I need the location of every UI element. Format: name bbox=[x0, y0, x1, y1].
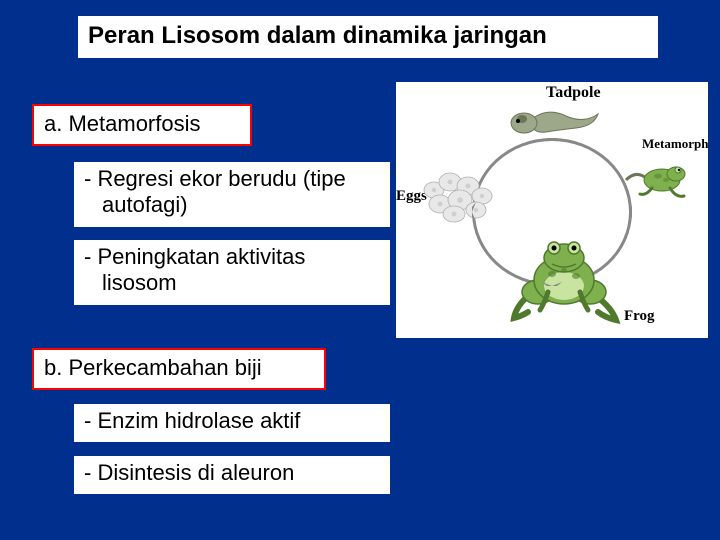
bullet-a2-line2: lisosom bbox=[84, 270, 380, 296]
bullet-a1-line1: - Regresi ekor berudu (tipe bbox=[84, 166, 346, 191]
metamorph-icon bbox=[622, 154, 698, 204]
bullet-a1: - Regresi ekor berudu (tipe autofagi) bbox=[74, 162, 390, 227]
section-b-heading: b. Perkecambahan biji bbox=[32, 348, 326, 390]
label-tadpole: Tadpole bbox=[546, 84, 601, 102]
bullet-a2: - Peningkatan aktivitas lisosom bbox=[74, 240, 390, 305]
bullet-a2-line1: - Peningkatan aktivitas bbox=[84, 244, 305, 269]
slide: Peran Lisosom dalam dinamika jaringan a.… bbox=[0, 0, 720, 540]
cycle-arrows-icon bbox=[472, 138, 632, 286]
bullet-a1-line2: autofagi) bbox=[84, 192, 380, 218]
lifecycle-diagram: Tadpole Metamorph Eggs Frog bbox=[396, 82, 708, 338]
section-a-heading: a. Metamorfosis bbox=[32, 104, 252, 146]
label-metamorph: Metamorph bbox=[642, 136, 708, 152]
bullet-b2: - Disintesis di aleuron bbox=[74, 456, 390, 494]
label-frog: Frog bbox=[624, 308, 655, 325]
slide-title: Peran Lisosom dalam dinamika jaringan bbox=[78, 16, 658, 58]
bullet-b1: - Enzim hidrolase aktif bbox=[74, 404, 390, 442]
